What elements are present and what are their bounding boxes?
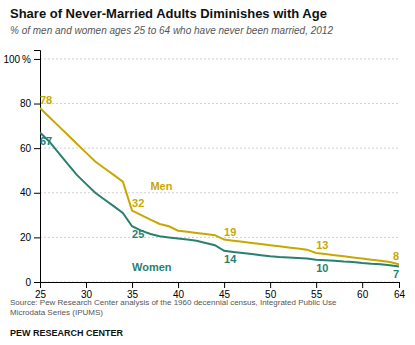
tick-label: 64 — [394, 289, 406, 300]
tick-mark — [86, 282, 87, 288]
series-label: Men — [150, 180, 172, 192]
tick-mark — [34, 237, 40, 238]
tick-label: 60 — [357, 289, 369, 300]
tick-mark — [34, 282, 40, 283]
annotation: 13 — [316, 239, 328, 251]
tick-mark — [34, 193, 40, 194]
tick-label: 80 — [20, 98, 32, 109]
source-line: Source: Pew Research Center analysis of … — [10, 298, 337, 307]
footer: PEW RESEARCH CENTER — [10, 328, 124, 338]
series-line — [40, 108, 399, 264]
grid-line — [40, 58, 399, 59]
series-label: Women — [132, 261, 172, 273]
tick-mark — [224, 282, 225, 288]
tick-mark — [178, 282, 179, 288]
plot: 253035404550556064020406080100 %78321913… — [3, 51, 405, 301]
grid-line — [40, 103, 399, 104]
tick: 60 — [20, 143, 40, 154]
annotation: 19 — [224, 226, 236, 238]
annotation: 10 — [316, 262, 328, 274]
tick-label: 60 — [20, 143, 32, 154]
tick-label: 0 — [25, 277, 31, 288]
tick: 100 % — [3, 54, 40, 65]
tick: 40 — [20, 187, 40, 198]
chart: Share of Never-Married Adults Diminishes… — [0, 0, 415, 345]
tick-mark — [34, 59, 40, 60]
annotation: 8 — [393, 250, 399, 262]
axis-line — [34, 51, 41, 283]
annotation: 7 — [393, 268, 399, 280]
grid-line — [40, 148, 399, 149]
source-line: Microdata Series (IPUMS) — [10, 308, 103, 317]
tick-mark — [362, 282, 363, 288]
tick: 0 — [25, 277, 40, 288]
marks — [40, 108, 399, 266]
tick-label: 40 — [20, 187, 32, 198]
tick: 80 — [20, 98, 40, 109]
subtitle: % of men and women ages 25 to 64 who hav… — [10, 25, 333, 36]
source: Source: Pew Research Center analysis of … — [10, 298, 337, 317]
y-axis: 0 20 40 60 80 100 % — [3, 51, 40, 288]
annotation: 67 — [40, 135, 52, 147]
axis-line — [41, 283, 400, 289]
tick-mark — [316, 282, 317, 288]
annotations: 78 32 19 13 8 Men 67 25 14 10 7 Women — [40, 94, 399, 280]
tick-mark — [34, 148, 40, 149]
tick-label: 20 — [20, 232, 32, 243]
grid — [40, 59, 399, 282]
tick: 60 — [357, 282, 369, 300]
tick-mark — [399, 282, 400, 288]
annotation: 32 — [132, 197, 144, 209]
title: Share of Never-Married Adults Diminishes… — [10, 6, 327, 21]
tick-label: 100 % — [3, 54, 31, 65]
tick-mark — [270, 282, 271, 288]
annotation: 25 — [132, 228, 144, 240]
series-line — [40, 133, 399, 267]
tick: 20 — [20, 232, 40, 243]
tick: 64 — [394, 282, 406, 300]
tick-mark — [132, 282, 133, 288]
annotation: 78 — [40, 94, 52, 106]
annotation: 14 — [224, 253, 237, 265]
